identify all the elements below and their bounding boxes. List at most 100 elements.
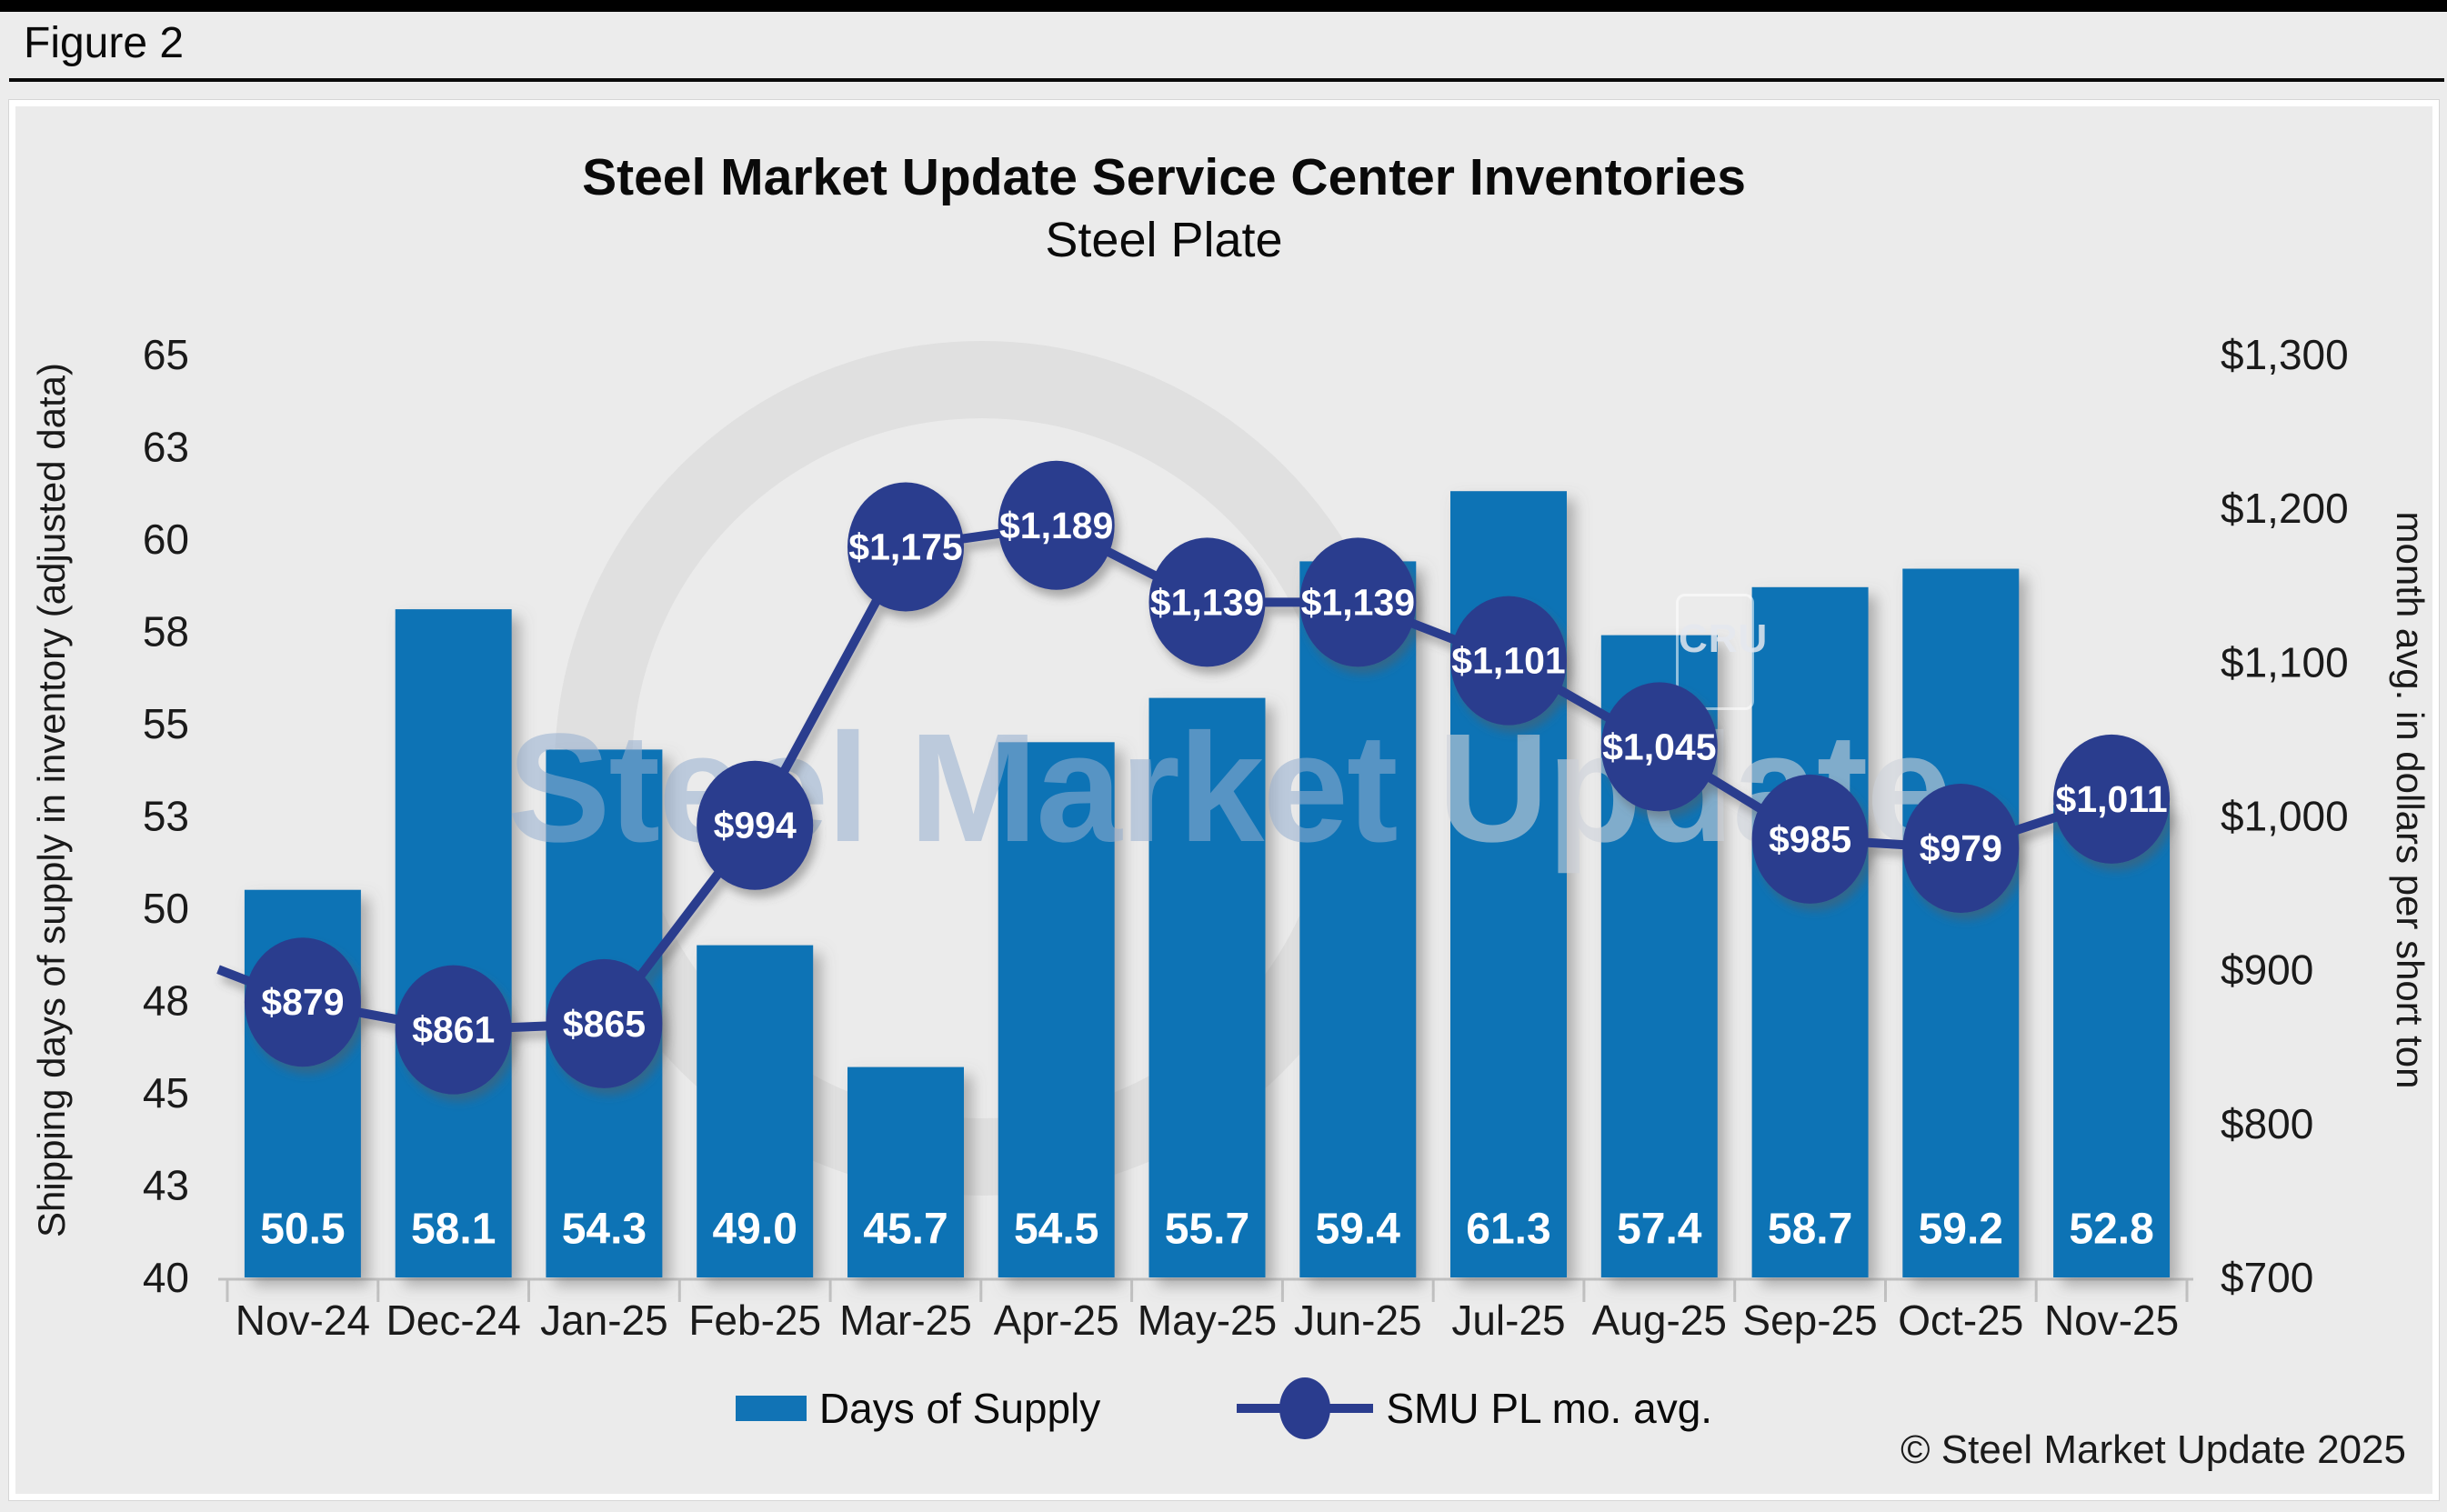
x-axis-label-nov-25: Nov-25 [2044, 1297, 2179, 1344]
bar-sep-25 [1751, 586, 1869, 1277]
price-label-jan-25: $865 [563, 1003, 646, 1045]
price-marker-dec-24 [395, 965, 512, 1095]
bar-value-label-apr-25: 54.5 [1014, 1206, 1098, 1254]
price-label-sep-25: $985 [1769, 818, 1851, 860]
figure-rule-divider [9, 78, 2444, 82]
price-label-dec-24: $861 [412, 1009, 495, 1051]
price-marker-oct-25 [1902, 784, 2020, 913]
bar-value-label-jan-25: 54.3 [562, 1206, 647, 1254]
left-axis-tick-63: 63 [143, 424, 189, 471]
x-axis-label-sep-25: Sep-25 [1742, 1297, 1877, 1344]
bar-feb-25 [697, 945, 814, 1277]
price-marker-sep-25 [1751, 774, 1869, 904]
x-axis-label-apr-25: Apr-25 [994, 1297, 1119, 1344]
bar-nov-25 [2053, 805, 2171, 1277]
price-marker-jun-25 [1299, 537, 1417, 667]
bar-value-label-may-25: 55.7 [1165, 1206, 1249, 1254]
right-axis-tick--1-100: $1,100 [2221, 638, 2349, 686]
x-axis-label-oct-25: Oct-25 [1898, 1297, 2023, 1344]
left-axis-tick-53: 53 [143, 793, 189, 840]
left-axis-tick-45: 45 [143, 1069, 189, 1116]
legend-item-smu-pl: SMU PL mo. avg. [1237, 1375, 1712, 1442]
price-label-mar-25: $1,175 [848, 526, 962, 568]
bar-value-label-nov-24: 50.5 [260, 1206, 345, 1254]
legend-label-days-of-supply: Days of Supply [818, 1385, 1101, 1432]
bar-may-25 [1148, 697, 1266, 1277]
bar-apr-25 [998, 742, 1115, 1277]
price-label-nov-25: $1,011 [2056, 778, 2168, 820]
right-axis-tick--900: $900 [2221, 946, 2313, 994]
left-axis-tick-65: 65 [143, 331, 189, 378]
line-series-marker-icon [1237, 1377, 1374, 1439]
price-label-oct-25: $979 [1920, 827, 2002, 869]
price-marker-mar-25 [847, 482, 964, 612]
price-marker-feb-25 [697, 760, 814, 890]
right-axis-tick--1-300: $1,300 [2221, 331, 2349, 378]
cru-logo-text: CRU [1679, 616, 1769, 661]
left-axis-tick-50: 50 [143, 885, 189, 932]
chart-title-block: Steel Market Update Service Center Inven… [0, 145, 2328, 272]
left-axis-tick-43: 43 [143, 1162, 189, 1209]
left-axis-tick-60: 60 [143, 516, 189, 563]
x-axis-label-nov-24: Nov-24 [236, 1297, 370, 1344]
price-marker-aug-25 [1600, 682, 1718, 812]
price-label-jun-25: $1,139 [1301, 581, 1415, 623]
bar-jun-25 [1299, 561, 1417, 1277]
x-axis-label-jul-25: Jul-25 [1451, 1297, 1565, 1344]
top-black-bar [0, 0, 2447, 12]
copyright-notice: © Steel Market Update 2025 [1900, 1427, 2406, 1472]
bar-value-label-nov-25: 52.8 [2069, 1206, 2153, 1254]
bar-value-label-jul-25: 61.3 [1466, 1206, 1550, 1254]
x-axis-label-feb-25: Feb-25 [688, 1297, 821, 1344]
bar-value-label-jun-25: 59.4 [1316, 1206, 1401, 1254]
price-marker-apr-25 [998, 460, 1115, 590]
price-marker-jul-25 [1450, 596, 1567, 726]
right-axis-tick--1-200: $1,200 [2221, 485, 2349, 532]
right-axis-title: month avg. in dollars per short ton [2389, 511, 2432, 1089]
x-axis-label-dec-24: Dec-24 [386, 1297, 521, 1344]
price-label-feb-25: $994 [714, 805, 797, 846]
legend-item-days-of-supply: Days of Supply [735, 1384, 1101, 1433]
bar-mar-25 [847, 1066, 964, 1277]
bar-series-swatch-icon [735, 1396, 807, 1421]
legend-label-smu-pl: SMU PL mo. avg. [1386, 1385, 1713, 1432]
price-marker-nov-25 [2053, 734, 2171, 864]
watermark-steel-market: Steel Market [507, 702, 1399, 875]
bar-value-label-dec-24: 58.1 [411, 1206, 496, 1254]
x-axis-label-may-25: May-25 [1138, 1297, 1277, 1344]
left-axis-tick-58: 58 [143, 608, 189, 656]
bar-value-label-sep-25: 58.7 [1768, 1206, 1852, 1254]
price-marker-jan-25 [546, 958, 663, 1088]
price-label-jul-25: $1,101 [1451, 640, 1565, 682]
x-axis-label-mar-25: Mar-25 [839, 1297, 972, 1344]
figure-label: Figure 2 [24, 19, 185, 67]
left-axis-tick-40: 40 [143, 1254, 189, 1301]
chart-legend: Days of Supply SMU PL mo. avg. [9, 1375, 2439, 1442]
legend-marker-glyph [1279, 1377, 1331, 1439]
price-label-apr-25: $1,189 [999, 505, 1113, 546]
price-label-may-25: $1,139 [1150, 581, 1264, 623]
bar-value-label-feb-25: 49.0 [712, 1206, 797, 1254]
bar-value-label-aug-25: 57.4 [1617, 1206, 1702, 1254]
right-axis-tick--1-000: $1,000 [2221, 793, 2349, 840]
chart-subtitle: Steel Plate [1045, 213, 1283, 268]
bar-oct-25 [1902, 568, 2020, 1277]
bar-value-label-oct-25: 59.2 [1919, 1206, 2003, 1254]
x-axis-label-aug-25: Aug-25 [1592, 1297, 1727, 1344]
cru-logo-watermark: CRU [1676, 594, 1767, 710]
right-axis-tick--800: $800 [2221, 1100, 2313, 1147]
x-axis-label-jun-25: Jun-25 [1294, 1297, 1422, 1344]
price-marker-nov-24 [244, 937, 361, 1067]
right-axis-tick--700: $700 [2221, 1254, 2313, 1301]
left-axis-title: Shipping days of supply in inventory (ad… [30, 363, 73, 1237]
left-axis-tick-55: 55 [143, 700, 189, 747]
price-label-nov-24: $879 [261, 981, 344, 1023]
left-axis-tick-48: 48 [143, 977, 189, 1025]
chart-title: Steel Market Update Service Center Inven… [582, 148, 1746, 206]
bar-dec-24 [395, 609, 512, 1277]
bar-value-label-mar-25: 45.7 [863, 1206, 948, 1254]
price-label-aug-25: $1,045 [1602, 726, 1716, 767]
x-axis-label-jan-25: Jan-25 [540, 1297, 668, 1344]
